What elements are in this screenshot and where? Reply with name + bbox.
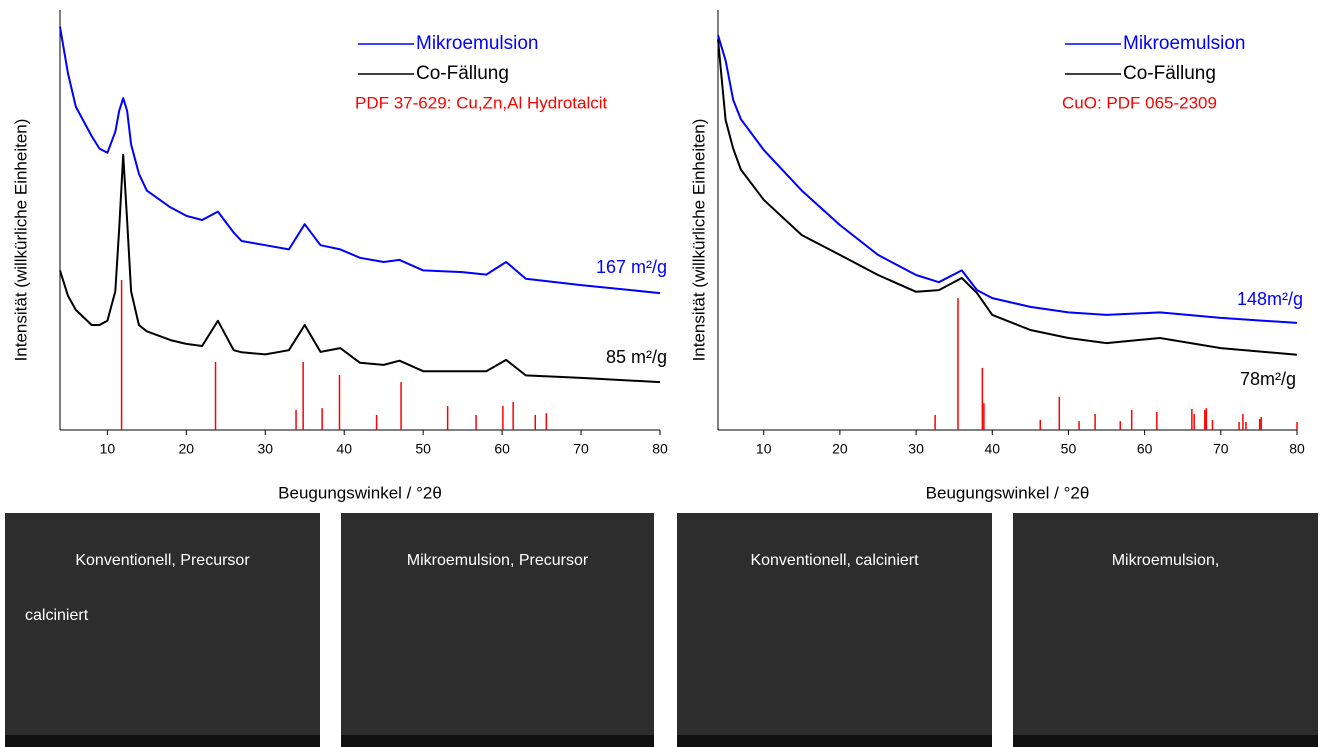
sem-texture: [341, 513, 654, 747]
legend-label: Mikroemulsion: [1123, 33, 1245, 54]
sem-info-bar: [677, 735, 992, 747]
legend-label: Co-Fällung: [416, 63, 509, 84]
surface-area-label: 167 m²/g: [596, 257, 667, 277]
surface-area-label: 148m²/g: [1237, 289, 1303, 309]
x-tick-label: 60: [494, 441, 510, 457]
x-tick-label: 30: [257, 441, 273, 457]
image-caption: Mikroemulsion, Precursor: [407, 552, 589, 569]
reference-label: CuO: PDF 065-2309: [1062, 93, 1217, 112]
legend-label: Mikroemulsion: [416, 33, 538, 54]
x-tick-label: 70: [1213, 441, 1229, 457]
sem-texture: [1013, 513, 1318, 747]
series-line: [717, 34, 1298, 324]
x-tick-label: 70: [573, 441, 589, 457]
x-tick-label: 20: [832, 441, 848, 457]
series-line: [59, 153, 661, 384]
x-tick-label: 20: [179, 441, 195, 457]
image-caption: Konventionell, Precursor: [75, 552, 250, 569]
y-axis-label: Intensität (willkürliche Einheiten): [11, 119, 30, 362]
x-tick-label: 40: [336, 441, 352, 457]
x-tick-label: 80: [652, 441, 668, 457]
series-line: [717, 39, 1298, 356]
y-axis-label: Intensität (willkürliche Einheiten): [689, 119, 708, 362]
x-axis-label: Beugungswinkel / °2θ: [926, 483, 1090, 502]
x-tick-label: 80: [1289, 441, 1305, 457]
x-tick-label: 30: [908, 441, 924, 457]
surface-area-label: 85 m²/g: [606, 347, 667, 367]
sem-info-bar: [5, 735, 320, 747]
x-tick-label: 10: [756, 441, 772, 457]
image-caption: Konventionell, calciniert: [750, 552, 919, 569]
sem-info-bar: [1013, 735, 1318, 747]
x-tick-label: 50: [1061, 441, 1077, 457]
image-caption: Mikroemulsion,: [1112, 552, 1220, 569]
reference-label: PDF 37-629: Cu,Zn,Al Hydrotalcit: [355, 93, 608, 112]
legend-label: Co-Fällung: [1123, 63, 1216, 84]
image-caption: calciniert: [25, 607, 89, 624]
x-tick-label: 10: [100, 441, 116, 457]
sem-texture: [5, 513, 320, 747]
x-tick-label: 50: [415, 441, 431, 457]
x-tick-label: 60: [1137, 441, 1153, 457]
series-line: [59, 26, 661, 295]
x-axis-label: Beugungswinkel / °2θ: [278, 483, 442, 502]
sem-info-bar: [341, 735, 654, 747]
x-tick-label: 40: [984, 441, 1000, 457]
sem-texture: [677, 513, 992, 747]
surface-area-label: 78m²/g: [1240, 369, 1296, 389]
